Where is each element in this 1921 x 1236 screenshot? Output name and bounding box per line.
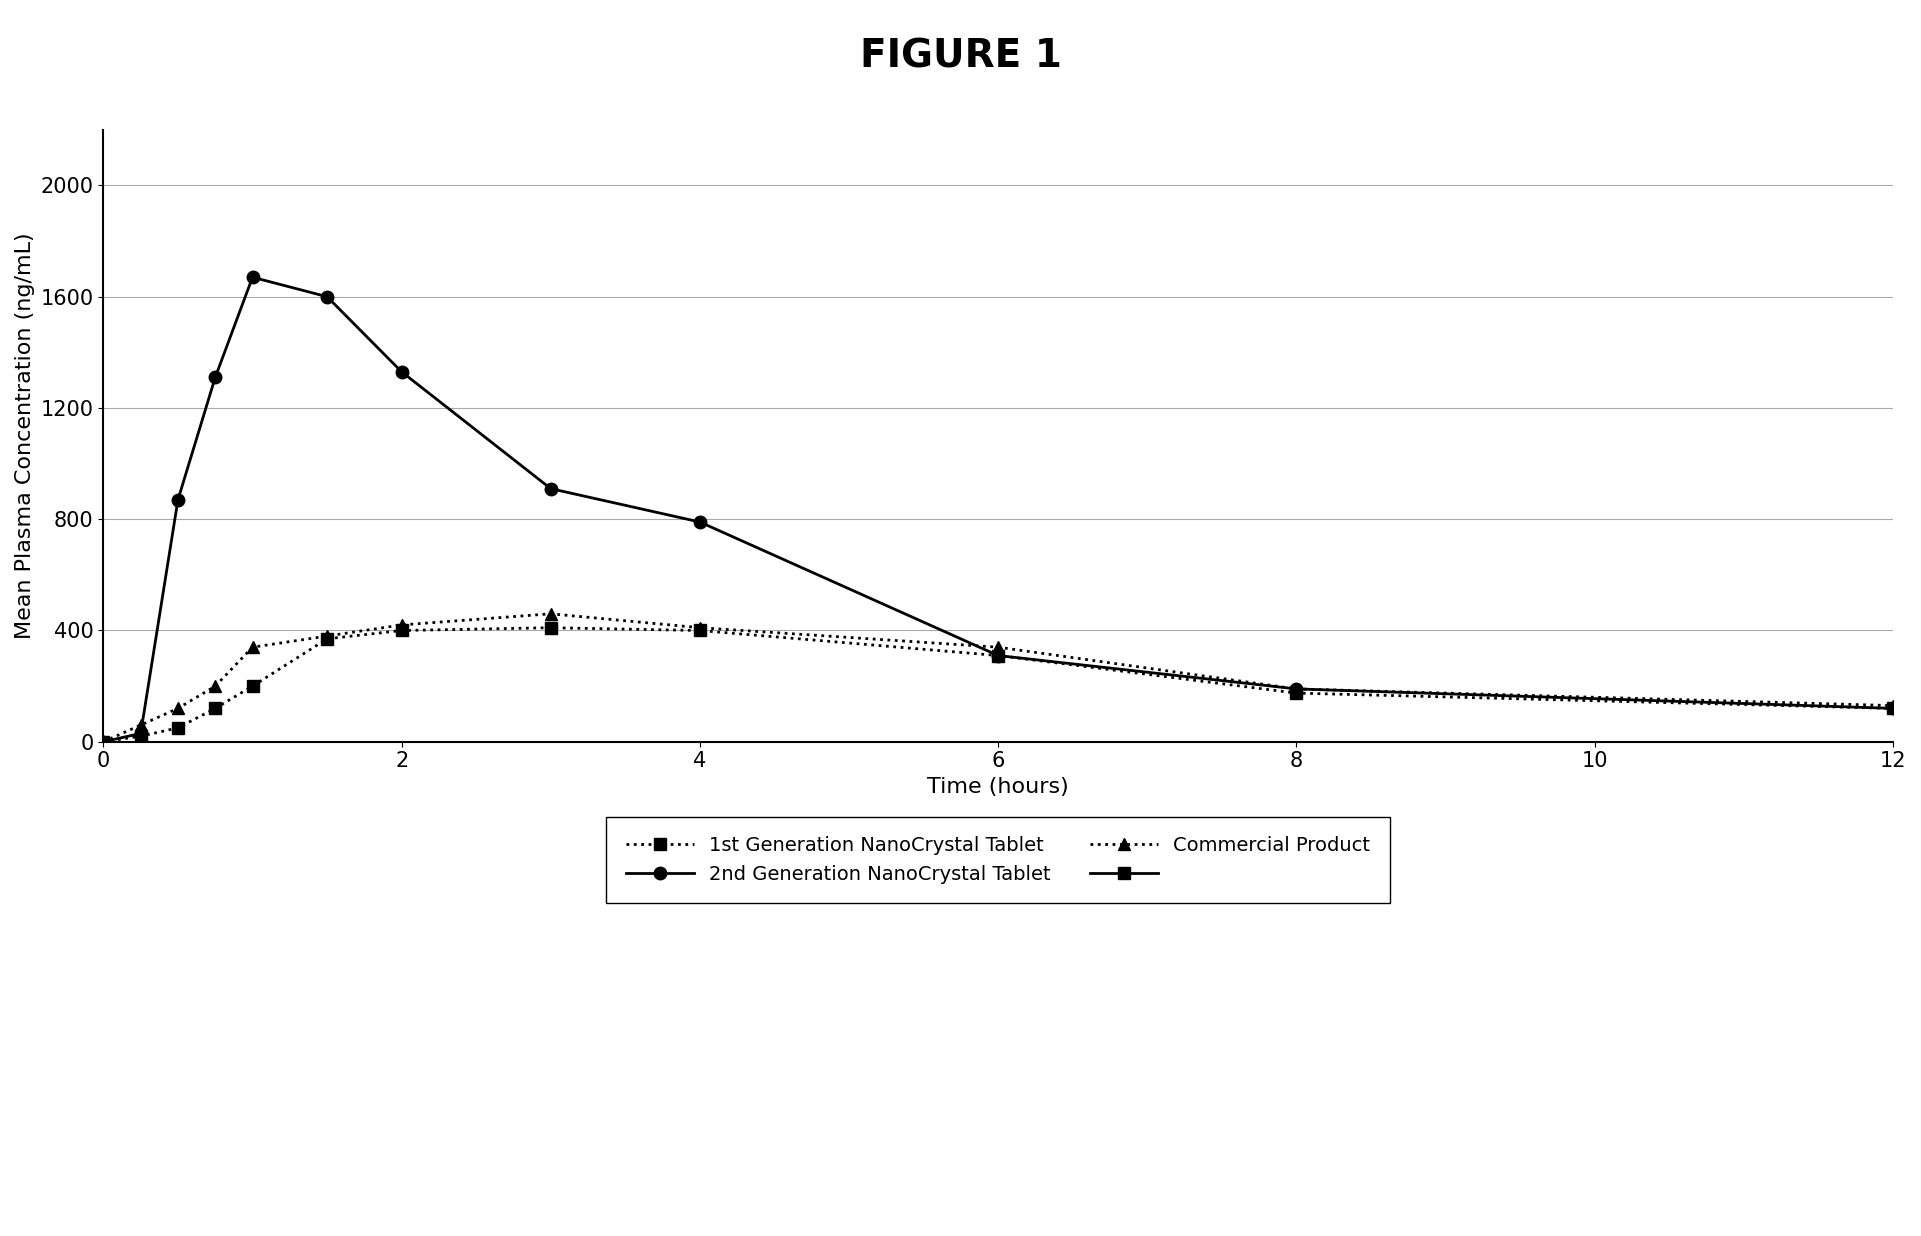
Commercial Product <box>92 734 115 749</box>
1st Generation NanoCrystal Tablet <box>240 679 263 693</box>
1st Generation NanoCrystal Tablet <box>204 701 227 716</box>
Commercial Product <box>1881 698 1904 713</box>
Commercial Product <box>688 620 711 635</box>
Y-axis label: Mean Plasma Concentration (ng/mL): Mean Plasma Concentration (ng/mL) <box>15 232 35 639</box>
Commercial Product <box>167 701 190 716</box>
Commercial Product <box>390 618 413 633</box>
2nd Generation NanoCrystal Tablet <box>129 726 152 740</box>
1st Generation NanoCrystal Tablet <box>167 721 190 735</box>
1st Generation NanoCrystal Tablet <box>390 623 413 638</box>
1st Generation NanoCrystal Tablet <box>688 623 711 638</box>
1st Generation NanoCrystal Tablet <box>1881 701 1904 716</box>
Line: Commercial Product: Commercial Product <box>98 608 1900 748</box>
1st Generation NanoCrystal Tablet <box>315 632 338 646</box>
Commercial Product <box>129 718 152 733</box>
2nd Generation NanoCrystal Tablet <box>240 269 263 284</box>
Commercial Product <box>240 640 263 655</box>
2nd Generation NanoCrystal Tablet <box>987 648 1010 662</box>
1st Generation NanoCrystal Tablet <box>540 620 563 635</box>
2nd Generation NanoCrystal Tablet <box>1285 681 1308 696</box>
Commercial Product <box>1285 681 1308 696</box>
Line: 2nd Generation NanoCrystal Tablet: 2nd Generation NanoCrystal Tablet <box>98 271 1900 748</box>
1st Generation NanoCrystal Tablet <box>987 648 1010 662</box>
1st Generation NanoCrystal Tablet <box>129 729 152 744</box>
1st Generation NanoCrystal Tablet <box>1285 686 1308 701</box>
X-axis label: Time (hours): Time (hours) <box>928 777 1068 797</box>
2nd Generation NanoCrystal Tablet <box>204 370 227 384</box>
Commercial Product <box>315 629 338 644</box>
2nd Generation NanoCrystal Tablet <box>315 289 338 304</box>
2nd Generation NanoCrystal Tablet <box>540 481 563 496</box>
2nd Generation NanoCrystal Tablet <box>92 734 115 749</box>
2nd Generation NanoCrystal Tablet <box>688 514 711 529</box>
Line: 1st Generation NanoCrystal Tablet: 1st Generation NanoCrystal Tablet <box>98 622 1898 748</box>
Commercial Product <box>204 679 227 693</box>
2nd Generation NanoCrystal Tablet <box>167 492 190 507</box>
Text: FIGURE 1: FIGURE 1 <box>859 37 1062 75</box>
2nd Generation NanoCrystal Tablet <box>1881 701 1904 716</box>
Commercial Product <box>987 640 1010 655</box>
1st Generation NanoCrystal Tablet <box>92 734 115 749</box>
2nd Generation NanoCrystal Tablet <box>390 365 413 379</box>
Commercial Product <box>540 607 563 622</box>
Legend: 1st Generation NanoCrystal Tablet, 2nd Generation NanoCrystal Tablet, Commercial: 1st Generation NanoCrystal Tablet, 2nd G… <box>607 817 1391 904</box>
